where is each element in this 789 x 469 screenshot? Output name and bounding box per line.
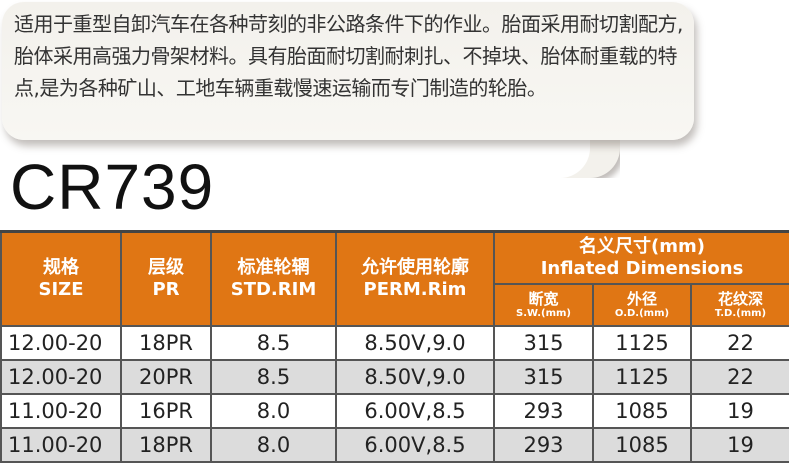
table-cell: 315 (493, 358, 594, 395)
table-cell: 8.0 (210, 392, 337, 429)
table-cell: 12.00-20 (0, 324, 122, 361)
subheader-sw: 断宽 S.W.(mm) (493, 282, 594, 327)
model-title: CR739 (10, 151, 215, 223)
table-cell: 8.50V,9.0 (335, 358, 495, 395)
table-cell: 1085 (592, 392, 692, 429)
header-pr: 层级 PR (120, 230, 212, 327)
subheader-od: 外径 O.D.(mm) (592, 282, 692, 327)
table-row: 12.00-20 18PR 8.5 8.50V,9.0 315 1125 22 (0, 324, 789, 361)
header-perm-rim: 允许使用轮廓 PERM.Rim (335, 230, 495, 327)
subheader-td: 花纹深 T.D.(mm) (689, 282, 789, 327)
table-cell: 6.00V,8.5 (335, 426, 495, 463)
table-cell: 19 (689, 426, 789, 463)
table-cell: 12.00-20 (0, 358, 122, 395)
table-cell: 315 (493, 324, 594, 361)
table-cell: 22 (689, 358, 789, 395)
table-cell: 11.00-20 (0, 392, 122, 429)
product-description: 适用于重型自卸汽车在各种苛刻的非公路条件下的作业。胎面采用耐切割配方,胎体采用高… (14, 12, 683, 100)
table-cell: 6.00V,8.5 (335, 392, 495, 429)
header-std-rim: 标准轮辋 STD.RIM (210, 230, 337, 327)
description-bubble (2, 2, 694, 140)
table-row: 11.00-20 16PR 8.0 6.00V,8.5 293 1085 19 (0, 392, 789, 429)
table-cell: 1125 (592, 324, 692, 361)
header-size: 规格 SIZE (0, 230, 122, 327)
spec-table: 规格 SIZE 层级 PR 标准轮辋 STD.RIM 允许使用轮廓 PERM.Rim 名… (0, 230, 789, 463)
table-row: 11.00-20 18PR 8.0 6.00V,8.5 293 1085 19 (0, 426, 789, 463)
table-cell: 18PR (120, 426, 212, 463)
table-cell: 8.0 (210, 426, 337, 463)
table-cell: 22 (689, 324, 789, 361)
table-cell: 1085 (592, 426, 692, 463)
table-cell: 19 (689, 392, 789, 429)
table-cell: 16PR (120, 392, 212, 429)
table-cell: 293 (493, 426, 594, 463)
table-cell: 18PR (120, 324, 212, 361)
table-row: 12.00-20 20PR 8.5 8.50V,9.0 315 1125 22 (0, 358, 789, 395)
table-cell: 1125 (592, 358, 692, 395)
table-cell: 8.50V,9.0 (335, 324, 495, 361)
table-cell: 8.5 (210, 358, 337, 395)
table-cell: 20PR (120, 358, 212, 395)
table-cell: 8.5 (210, 324, 337, 361)
table-cell: 11.00-20 (0, 426, 122, 463)
table-cell: 293 (493, 392, 594, 429)
header-inflated-dimensions: 名义尺寸(mm) Inflated Dimensions (492, 230, 789, 285)
